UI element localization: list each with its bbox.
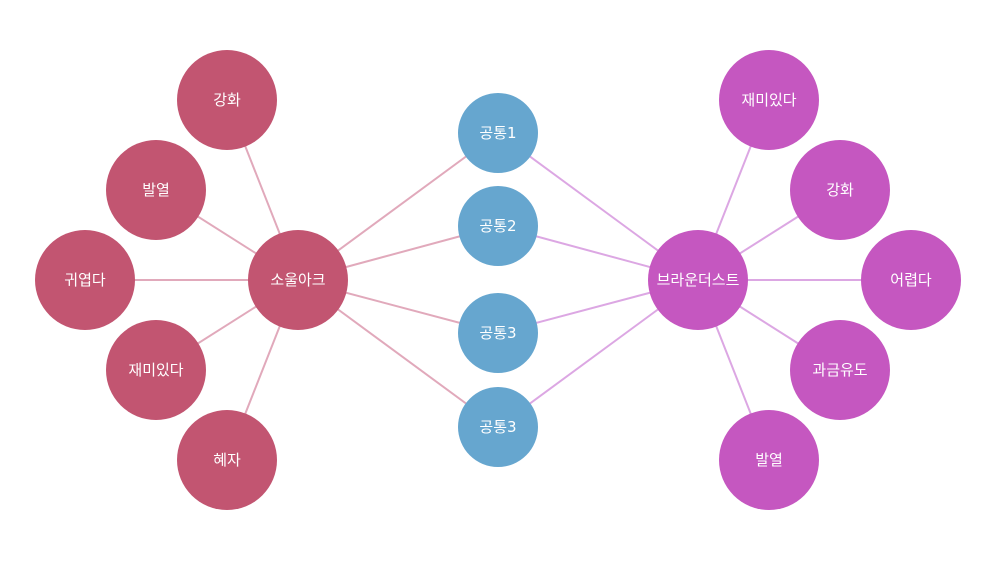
- right-leaf-node-circle: [719, 50, 819, 150]
- right-hub-node-circle: [648, 230, 748, 330]
- common-node[interactable]: 공통2: [458, 186, 538, 266]
- left-leaf-node-circle: [35, 230, 135, 330]
- right-leaf-node[interactable]: 과금유도: [790, 320, 890, 420]
- left-leaf-node-label: 귀엽다: [64, 271, 106, 289]
- left-leaf-node-label: 혜자: [213, 451, 241, 469]
- common-node-circle: [458, 93, 538, 173]
- right-leaf-node-label: 발열: [755, 451, 783, 469]
- right-leaf-node-circle: [719, 410, 819, 510]
- common-node-label: 공통2: [479, 217, 516, 235]
- left-leaf-node[interactable]: 재미있다: [106, 320, 206, 420]
- left-leaf-node-label: 재미있다: [128, 361, 183, 379]
- common-node-label: 공통3: [479, 324, 516, 342]
- common-node-circle: [458, 293, 538, 373]
- right-leaf-node-label: 과금유도: [812, 361, 867, 379]
- common-node[interactable]: 공통3: [458, 387, 538, 467]
- right-leaf-node[interactable]: 강화: [790, 140, 890, 240]
- common-node-circle: [458, 387, 538, 467]
- left-leaf-node-circle: [177, 410, 277, 510]
- right-leaf-node[interactable]: 재미있다: [719, 50, 819, 150]
- common-node-label: 공통1: [479, 124, 516, 142]
- right-leaf-node-label: 재미있다: [741, 91, 796, 109]
- right-leaf-node[interactable]: 발열: [719, 410, 819, 510]
- left-leaf-node-label: 강화: [213, 91, 241, 109]
- right-hub-node-label: 브라운더스트: [657, 271, 740, 289]
- right-leaf-node-circle: [790, 320, 890, 420]
- common-node-circle: [458, 186, 538, 266]
- right-leaf-node-label: 어렵다: [890, 271, 932, 289]
- left-leaf-node[interactable]: 혜자: [177, 410, 277, 510]
- left-hub-node-circle: [248, 230, 348, 330]
- left-leaf-node[interactable]: 귀엽다: [35, 230, 135, 330]
- left-leaf-node-label: 발열: [142, 181, 170, 199]
- left-hub-node-label: 소울아크: [270, 271, 325, 289]
- common-node[interactable]: 공통3: [458, 293, 538, 373]
- left-leaf-node[interactable]: 강화: [177, 50, 277, 150]
- right-leaf-node-circle: [790, 140, 890, 240]
- left-leaf-node-circle: [106, 140, 206, 240]
- right-hub-node[interactable]: 브라운더스트: [648, 230, 748, 330]
- left-hub-node[interactable]: 소울아크: [248, 230, 348, 330]
- right-leaf-node-label: 강화: [826, 181, 854, 199]
- left-leaf-node[interactable]: 발열: [106, 140, 206, 240]
- right-leaf-node-circle: [861, 230, 961, 330]
- right-leaf-node[interactable]: 어렵다: [861, 230, 961, 330]
- common-node[interactable]: 공통1: [458, 93, 538, 173]
- left-leaf-node-circle: [177, 50, 277, 150]
- left-leaf-node-circle: [106, 320, 206, 420]
- nodes: 강화발열귀엽다재미있다혜자재미있다강화어렵다과금유도발열공통1공통2공통3공통3…: [35, 50, 961, 510]
- common-node-label: 공통3: [479, 418, 516, 436]
